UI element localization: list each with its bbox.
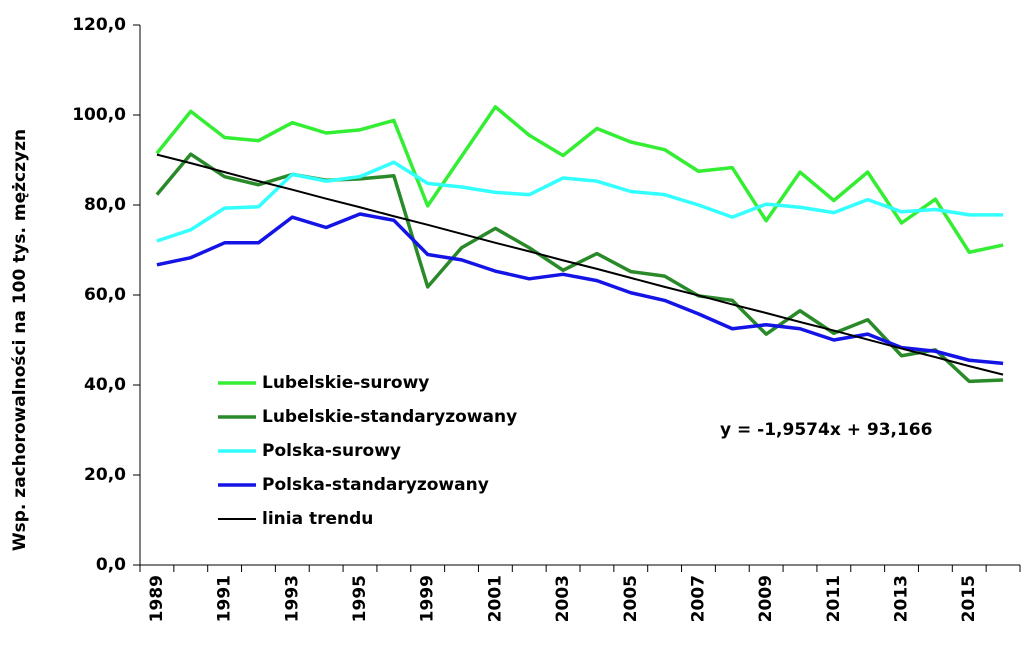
y-tick-label: 60,0 <box>84 285 126 305</box>
legend-label: Polska-surowy <box>262 441 401 461</box>
y-tick-label: 40,0 <box>84 375 126 395</box>
x-tick-label: 2009 <box>756 575 776 622</box>
x-tick-label: 2013 <box>892 575 912 622</box>
trend-equation: y = -1,9574x + 93,166 <box>720 420 932 440</box>
legend-label: linia trendu <box>262 509 373 529</box>
y-tick-label: 0,0 <box>96 555 126 575</box>
y-axis-label: Wsp. zachorowalności na 100 tys. mężczyz… <box>10 129 30 551</box>
x-tick-label: 2015 <box>959 575 979 622</box>
x-tick-label: 1991 <box>215 575 235 622</box>
x-tick-label: 2007 <box>688 575 708 622</box>
legend-label: Polska-standaryzowany <box>262 475 489 495</box>
y-tick-label: 80,0 <box>84 195 126 215</box>
legend-label: Lubelskie-standaryzowany <box>262 407 517 427</box>
series-line <box>155 105 1004 254</box>
x-tick-label: 1989 <box>147 575 167 622</box>
x-tick-label: 2003 <box>553 575 573 622</box>
x-tick-label: 2011 <box>824 575 844 622</box>
x-tick-label: 1995 <box>350 575 370 622</box>
legend-label: Lubelskie-surowy <box>262 373 429 393</box>
y-tick-label: 20,0 <box>84 465 126 485</box>
series-line <box>156 153 1004 376</box>
x-tick-label: 2005 <box>621 575 641 622</box>
series-line <box>156 160 1004 243</box>
x-tick-label: 1993 <box>282 575 302 622</box>
x-tick-label: 1999 <box>418 575 438 622</box>
y-tick-label: 100,0 <box>72 105 126 125</box>
x-tick-label: 2001 <box>485 575 505 622</box>
series-line <box>156 212 1004 366</box>
y-tick-label: 120,0 <box>72 15 126 35</box>
